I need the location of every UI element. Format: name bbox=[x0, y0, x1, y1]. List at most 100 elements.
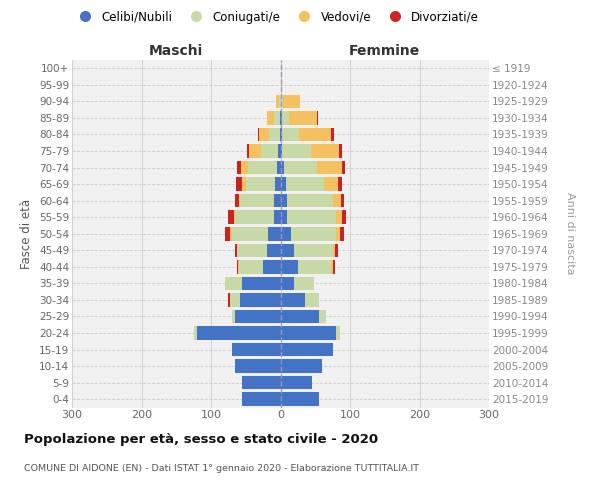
Bar bbox=[275, 178, 281, 191]
Bar bbox=[281, 78, 282, 92]
Bar bbox=[281, 276, 295, 290]
Bar bbox=[299, 128, 331, 141]
Bar bbox=[281, 227, 291, 240]
Text: COMUNE DI AIDONE (EN) - Dati ISTAT 1° gennaio 2020 - Elaborazione TUTTITALIA.IT: COMUNE DI AIDONE (EN) - Dati ISTAT 1° ge… bbox=[24, 464, 419, 473]
Bar bbox=[194, 326, 197, 340]
Bar bbox=[266, 111, 267, 124]
Bar bbox=[284, 161, 317, 174]
Text: Popolazione per età, sesso e stato civile - 2020: Popolazione per età, sesso e stato civil… bbox=[24, 432, 378, 446]
Bar bbox=[283, 94, 300, 108]
Bar bbox=[331, 260, 332, 274]
Bar bbox=[336, 326, 340, 340]
Bar bbox=[281, 144, 282, 158]
Bar bbox=[282, 144, 311, 158]
Bar bbox=[281, 376, 312, 390]
Bar bbox=[239, 260, 263, 274]
Bar bbox=[291, 227, 336, 240]
Bar bbox=[235, 210, 274, 224]
Bar bbox=[197, 326, 281, 340]
Bar bbox=[341, 210, 346, 224]
Bar bbox=[324, 178, 338, 191]
Bar bbox=[281, 260, 298, 274]
Bar bbox=[237, 260, 238, 274]
Bar bbox=[281, 310, 319, 324]
Bar bbox=[267, 111, 274, 124]
Bar bbox=[281, 128, 282, 141]
Bar bbox=[332, 260, 335, 274]
Legend: Celibi/Nubili, Coniugati/e, Vedovi/e, Divorziati/e: Celibi/Nubili, Coniugati/e, Vedovi/e, Di… bbox=[68, 6, 484, 28]
Bar bbox=[281, 343, 332, 356]
Bar bbox=[242, 392, 281, 406]
Bar bbox=[287, 194, 332, 207]
Bar bbox=[331, 128, 334, 141]
Bar bbox=[259, 128, 269, 141]
Bar bbox=[238, 244, 266, 257]
Bar bbox=[232, 310, 235, 324]
Bar bbox=[248, 161, 277, 174]
Bar bbox=[247, 144, 248, 158]
Bar bbox=[279, 94, 281, 108]
Bar bbox=[298, 260, 331, 274]
Bar bbox=[305, 293, 319, 306]
Bar bbox=[340, 227, 344, 240]
Bar bbox=[238, 260, 239, 274]
Bar bbox=[282, 128, 299, 141]
Bar bbox=[235, 310, 281, 324]
Bar bbox=[239, 194, 240, 207]
Bar bbox=[246, 178, 275, 191]
Bar bbox=[234, 210, 235, 224]
Bar bbox=[235, 244, 237, 257]
Bar bbox=[237, 244, 238, 257]
Bar bbox=[235, 194, 239, 207]
Bar bbox=[229, 293, 230, 306]
Bar bbox=[236, 178, 242, 191]
Bar bbox=[240, 293, 281, 306]
Y-axis label: Fasce di età: Fasce di età bbox=[20, 198, 34, 269]
Bar bbox=[274, 210, 281, 224]
Bar bbox=[278, 144, 281, 158]
Bar bbox=[338, 178, 341, 191]
Bar bbox=[317, 161, 341, 174]
Bar bbox=[332, 194, 341, 207]
Bar bbox=[281, 326, 336, 340]
Y-axis label: Anni di nascita: Anni di nascita bbox=[565, 192, 575, 275]
Bar bbox=[317, 111, 318, 124]
Bar bbox=[282, 111, 289, 124]
Bar bbox=[281, 210, 287, 224]
Bar bbox=[229, 210, 234, 224]
Bar bbox=[281, 244, 295, 257]
Bar bbox=[242, 376, 281, 390]
Bar bbox=[281, 161, 284, 174]
Bar bbox=[335, 244, 338, 257]
Bar bbox=[277, 161, 281, 174]
Bar bbox=[230, 293, 240, 306]
Bar bbox=[341, 194, 344, 207]
Bar bbox=[241, 161, 248, 174]
Bar bbox=[269, 128, 280, 141]
Bar bbox=[281, 111, 282, 124]
Bar bbox=[287, 210, 336, 224]
Bar bbox=[248, 144, 261, 158]
Bar bbox=[281, 178, 286, 191]
Bar bbox=[281, 392, 319, 406]
Bar bbox=[339, 144, 343, 158]
Bar bbox=[274, 194, 281, 207]
Bar bbox=[286, 178, 324, 191]
Bar bbox=[268, 227, 281, 240]
Bar bbox=[277, 94, 279, 108]
Bar bbox=[295, 276, 314, 290]
Bar bbox=[281, 360, 322, 373]
Bar bbox=[280, 128, 281, 141]
Bar bbox=[289, 111, 317, 124]
Bar bbox=[281, 293, 305, 306]
Bar bbox=[257, 128, 259, 141]
Bar bbox=[242, 276, 281, 290]
Bar bbox=[332, 244, 335, 257]
Bar bbox=[336, 210, 341, 224]
Bar bbox=[232, 343, 281, 356]
Bar bbox=[311, 144, 339, 158]
Bar bbox=[240, 194, 274, 207]
Bar bbox=[261, 144, 278, 158]
Text: Maschi: Maschi bbox=[149, 44, 203, 59]
Bar bbox=[274, 111, 280, 124]
